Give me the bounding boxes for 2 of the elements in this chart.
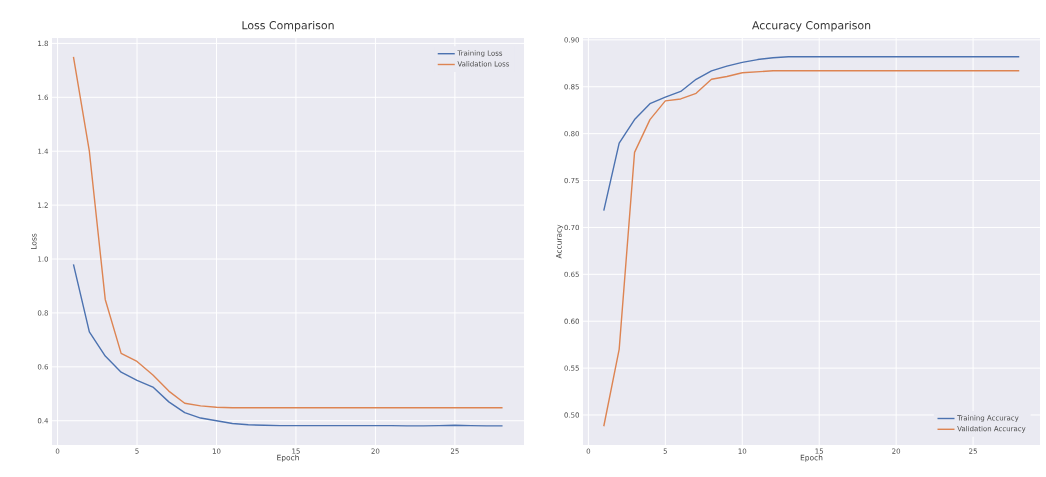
chart-title: Accuracy Comparison [752,20,871,32]
chart-title: Loss Comparison [242,20,334,32]
